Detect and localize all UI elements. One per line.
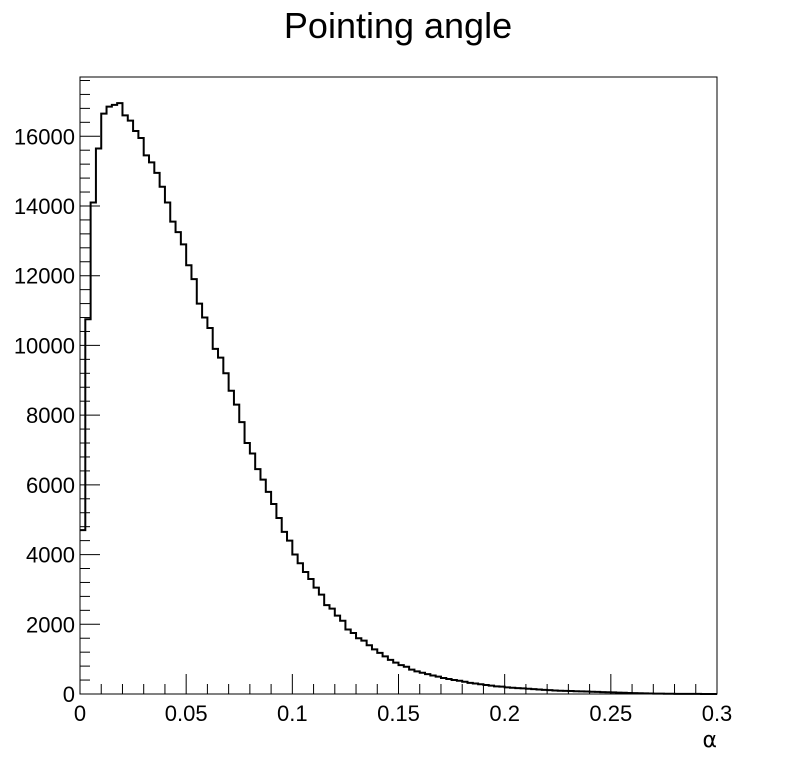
x-axis-label: α	[702, 728, 717, 753]
y-axis-ticks	[80, 79, 100, 695]
x-tick-label: 0	[74, 701, 86, 726]
x-tick-label: 0.05	[165, 701, 208, 726]
chart-title: Pointing angle	[284, 5, 512, 46]
y-tick-label: 2000	[26, 612, 75, 637]
y-tick-label: 6000	[26, 473, 75, 498]
y-tick-label: 16000	[14, 124, 75, 149]
y-tick-label: 12000	[14, 264, 75, 289]
plot-frame	[79, 76, 718, 695]
x-axis-tick-labels: 0 0.05 0.1 0.15 0.2 0.25 0.3	[74, 701, 732, 726]
x-tick-label: 0.2	[489, 701, 520, 726]
y-tick-label: 14000	[14, 194, 75, 219]
x-tick-label: 0.25	[589, 701, 632, 726]
y-tick-label: 10000	[14, 333, 75, 358]
x-axis-ticks	[79, 674, 718, 694]
histogram-series-line	[80, 102, 717, 695]
x-tick-label: 0.1	[277, 701, 308, 726]
y-axis-tick-labels: 0 2000 4000 6000 8000 10000 12000 14000 16000	[14, 124, 75, 707]
x-tick-label: 0.15	[377, 701, 420, 726]
y-tick-label: 0	[63, 682, 75, 707]
y-tick-label: 4000	[26, 543, 75, 568]
y-tick-label: 8000	[26, 403, 75, 428]
x-tick-label: 0.3	[702, 701, 733, 726]
